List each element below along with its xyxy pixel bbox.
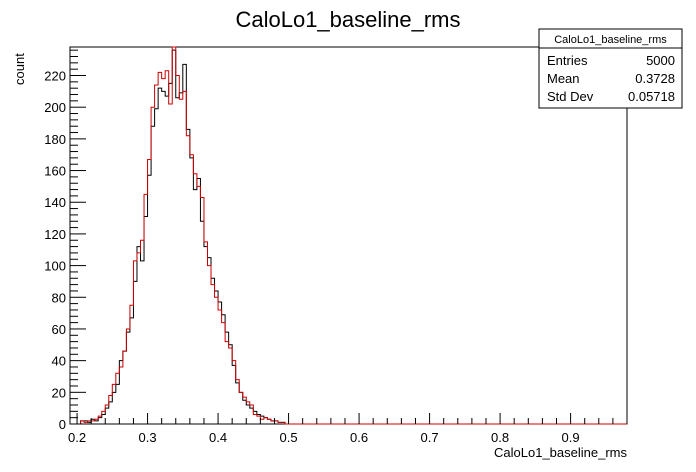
stats-box-title: CaloLo1_baseline_rms bbox=[554, 34, 667, 46]
y-tick-label: 20 bbox=[52, 385, 66, 400]
x-tick-label: 0.4 bbox=[209, 430, 227, 445]
stats-value-entries: 5000 bbox=[646, 53, 675, 68]
stats-box: CaloLo1_baseline_rms Entries 5000 Mean 0… bbox=[538, 28, 683, 109]
y-tick-label: 200 bbox=[44, 100, 66, 115]
y-tick-label: 40 bbox=[52, 354, 66, 369]
stats-value-stddev: 0.05718 bbox=[628, 89, 675, 104]
y-tick-label: 180 bbox=[44, 132, 66, 147]
x-tick-label: 0.8 bbox=[491, 430, 509, 445]
x-tick-label: 0.3 bbox=[139, 430, 157, 445]
stats-box-frame bbox=[538, 28, 683, 109]
y-axis-label: count bbox=[12, 53, 27, 85]
y-tick-label: 60 bbox=[52, 322, 66, 337]
y-tick-label: 100 bbox=[44, 259, 66, 274]
histogram-series-1 bbox=[70, 46, 627, 425]
y-tick-label: 220 bbox=[44, 69, 66, 84]
stats-value-mean: 0.3728 bbox=[635, 71, 675, 86]
stats-label-entries: Entries bbox=[547, 53, 588, 68]
y-tick-label: 140 bbox=[44, 195, 66, 210]
stats-label-mean: Mean bbox=[547, 71, 580, 86]
x-axis-label: CaloLo1_baseline_rms bbox=[494, 445, 627, 460]
x-tick-label: 0.7 bbox=[421, 430, 439, 445]
y-tick-label: 160 bbox=[44, 164, 66, 179]
x-tick-label: 0.5 bbox=[280, 430, 298, 445]
y-tick-label: 0 bbox=[59, 417, 66, 432]
y-tick-label: 80 bbox=[52, 290, 66, 305]
x-tick-label: 0.9 bbox=[562, 430, 580, 445]
chart-title: CaloLo1_baseline_rms bbox=[235, 7, 460, 32]
x-tick-label: 0.2 bbox=[68, 430, 86, 445]
stats-label-stddev: Std Dev bbox=[547, 89, 594, 104]
y-tick-label: 120 bbox=[44, 227, 66, 242]
x-tick-label: 0.6 bbox=[350, 430, 368, 445]
